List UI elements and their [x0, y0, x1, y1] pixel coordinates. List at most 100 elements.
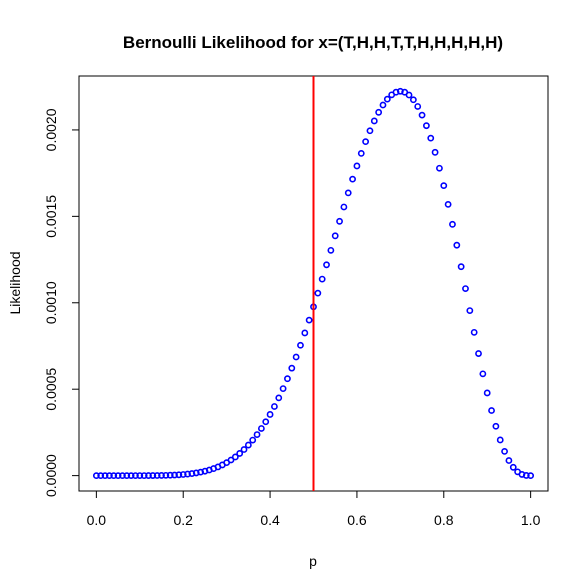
data-point — [414, 103, 422, 110]
data-point — [266, 411, 274, 418]
data-point — [479, 370, 487, 378]
data-point — [119, 472, 126, 480]
data-point — [140, 472, 148, 479]
y-tick-label: 0.0010 — [43, 281, 59, 324]
data-point — [470, 328, 478, 336]
data-point — [449, 220, 456, 228]
data-point — [244, 441, 252, 449]
data-point — [314, 289, 322, 297]
data-point — [101, 472, 109, 480]
data-point — [153, 472, 161, 479]
data-point — [145, 472, 152, 479]
data-point — [136, 472, 144, 480]
data-point — [431, 148, 439, 156]
data-point — [110, 472, 118, 480]
data-point — [149, 472, 157, 479]
data-point — [336, 217, 343, 225]
data-point — [436, 164, 443, 172]
data-point — [227, 456, 235, 464]
data-point — [409, 96, 417, 104]
data-point — [284, 375, 291, 383]
data-point — [488, 407, 495, 414]
y-axis: 0.0000 0.0005 0.0010 0.0015 0.0020 — [43, 108, 80, 497]
data-point — [462, 285, 469, 293]
data-point — [496, 436, 504, 444]
data-point — [257, 425, 265, 432]
data-point — [427, 134, 435, 142]
data-point — [357, 149, 365, 157]
data-point — [418, 111, 426, 119]
y-tick-label: 0.0015 — [43, 195, 59, 238]
data-point — [383, 95, 391, 103]
data-point — [405, 91, 413, 99]
data-point — [379, 101, 387, 109]
data-point — [262, 418, 270, 426]
data-point — [305, 316, 313, 324]
data-point — [179, 471, 187, 478]
data-point — [492, 422, 500, 430]
x-axis: 0.0 0.2 0.4 0.6 0.8 1.0 — [87, 490, 541, 528]
data-point — [505, 457, 513, 464]
data-point — [362, 138, 370, 146]
data-point — [271, 403, 278, 410]
data-point — [344, 189, 352, 197]
data-point — [440, 182, 448, 190]
data-point — [453, 241, 461, 249]
data-point — [375, 108, 383, 116]
data-point — [331, 232, 339, 240]
data-point — [114, 472, 122, 480]
data-point — [105, 472, 113, 480]
data-point — [349, 175, 356, 183]
x-tick-label: 0.6 — [347, 512, 367, 528]
data-point — [509, 463, 517, 471]
data-point — [366, 127, 374, 135]
data-point — [423, 122, 430, 130]
data-point — [240, 446, 248, 453]
data-point — [483, 389, 491, 397]
x-tick-label: 0.4 — [260, 512, 280, 528]
y-tick-label: 0.0020 — [43, 108, 59, 151]
data-point — [127, 472, 135, 480]
data-point — [522, 472, 530, 479]
data-point — [279, 385, 287, 393]
data-point — [249, 436, 257, 444]
data-point — [275, 394, 283, 402]
data-point — [444, 201, 452, 208]
data-point — [527, 472, 535, 480]
data-point — [301, 329, 309, 337]
x-tick-label: 1.0 — [521, 512, 541, 528]
data-point — [501, 448, 508, 455]
x-tick-label: 0.0 — [87, 512, 107, 528]
x-axis-label: p — [309, 553, 317, 569]
data-point — [288, 364, 296, 372]
data-point — [97, 472, 105, 480]
y-axis-label: Likelihood — [7, 251, 23, 314]
data-point — [231, 453, 239, 461]
y-tick-label: 0.0005 — [43, 368, 59, 411]
data-point — [158, 472, 165, 479]
data-point — [327, 246, 335, 254]
chart-title: Bernoulli Likelihood for x=(T,H,H,T,T,H,… — [123, 33, 503, 52]
data-point — [323, 261, 330, 269]
data-point — [175, 471, 183, 479]
data-point — [253, 431, 261, 438]
y-tick-label: 0.0000 — [43, 454, 59, 497]
data-point — [353, 162, 361, 170]
data-point — [370, 117, 378, 125]
data-point — [92, 472, 100, 480]
data-point — [123, 472, 131, 480]
data-point — [171, 471, 178, 479]
data-point — [466, 307, 474, 314]
data-point — [162, 471, 170, 479]
data-point — [318, 275, 326, 283]
data-point — [166, 471, 174, 479]
data-point — [236, 450, 244, 457]
data-point — [457, 263, 465, 271]
data-point — [340, 203, 348, 211]
data-point — [184, 470, 191, 478]
data-point — [292, 353, 300, 361]
data-point — [475, 350, 482, 357]
x-tick-label: 0.8 — [434, 512, 454, 528]
data-point — [132, 472, 139, 480]
